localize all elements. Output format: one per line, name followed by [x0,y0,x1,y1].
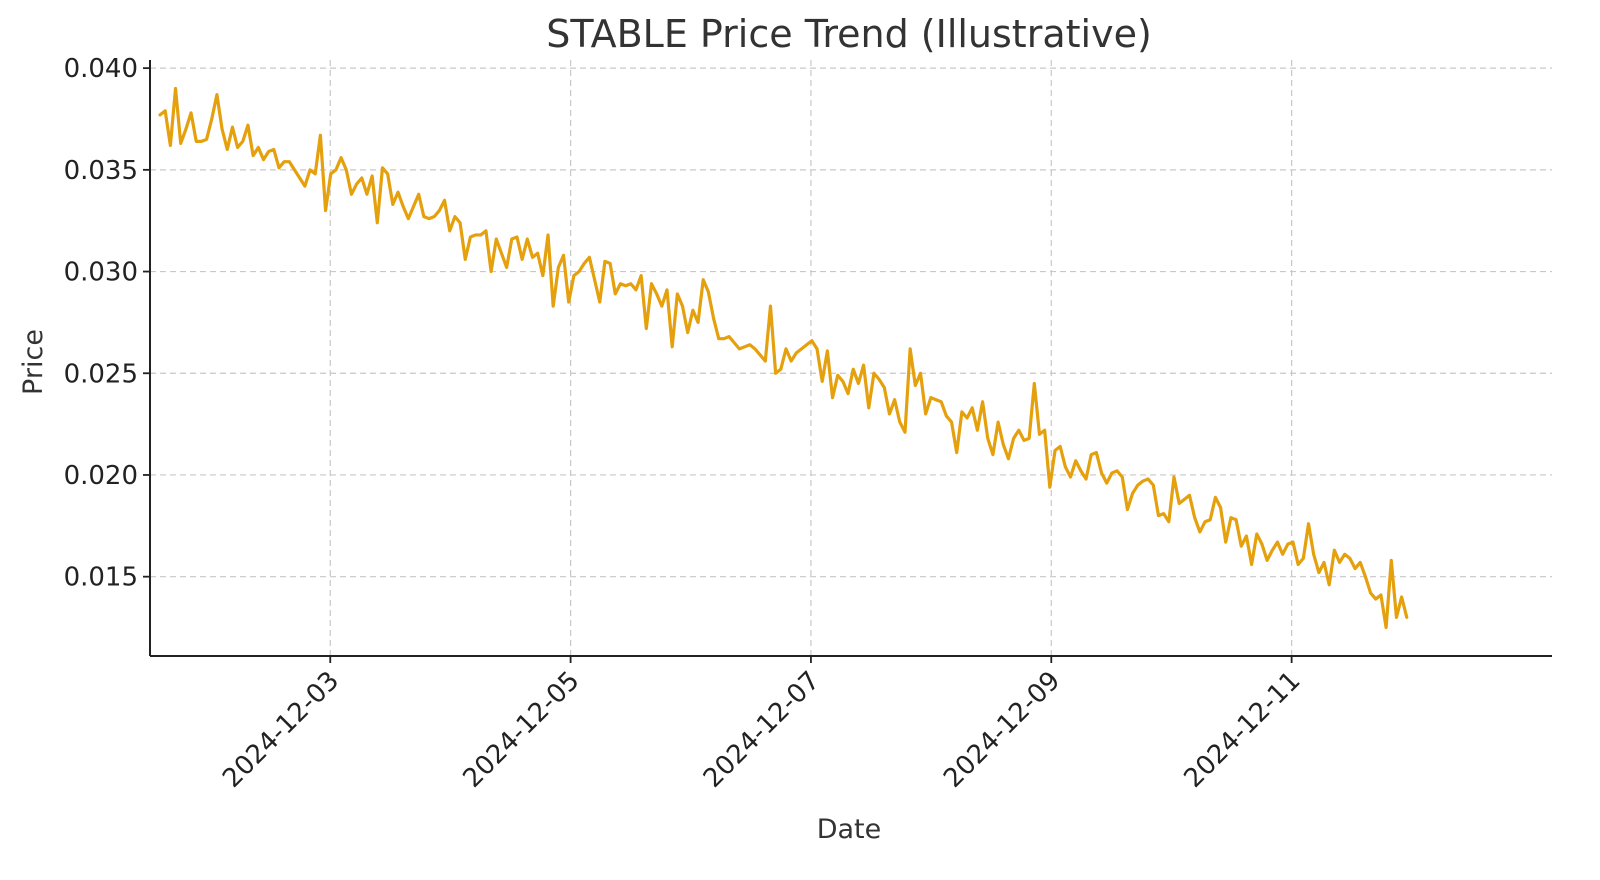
series-layer [158,86,1409,630]
x-axis-label: Date [817,814,882,845]
x-tick-label: 2024-12-09 [938,666,1066,794]
chart-title: STABLE Price Trend (Illustrative) [546,12,1152,56]
y-tick-label: 0.015 [64,563,138,593]
axes-layer [149,60,1552,657]
y-tick-label: 0.040 [64,54,138,84]
y-axis-label: Price [18,329,49,395]
x-tick-label: 2024-12-03 [217,666,345,794]
x-tick-label: 2024-12-11 [1179,666,1307,794]
y-tick-label: 0.035 [64,156,138,186]
y-tick-label: 0.020 [64,461,138,491]
grid-layer [150,60,1552,656]
y-tick-label: 0.025 [64,359,138,389]
price-series-line [158,86,1409,630]
y-tick-label: 0.030 [64,258,138,288]
x-tick-label: 2024-12-07 [698,666,826,794]
x-tick-label: 2024-12-05 [457,666,585,794]
ticks-layer: 0.015 0.020 0.025 0.030 0.035 0.040 2024-12-03… [64,54,1307,794]
